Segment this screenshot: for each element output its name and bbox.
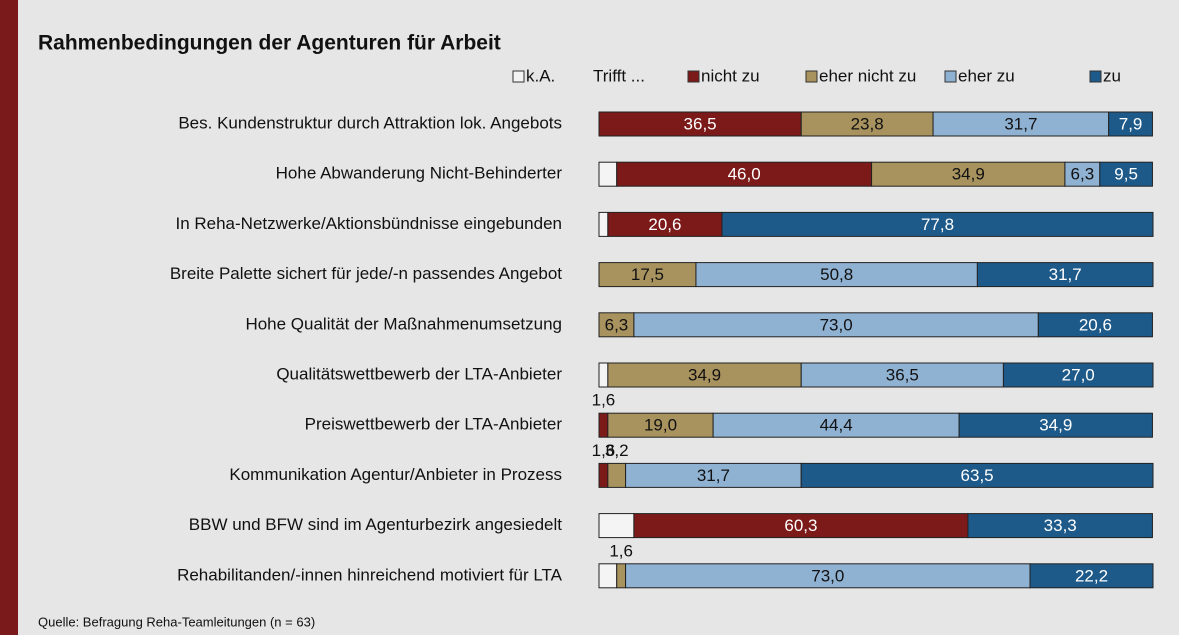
value-label: 34,9 [688, 365, 721, 384]
bar-segment [1099, 161, 1153, 187]
y-tick-label: Preiswettbewerb der LTA-Anbieter [305, 415, 563, 434]
value-label: 50,8 [820, 265, 853, 284]
y-tick-label: Kommunikation Agentur/Anbieter in Prozes… [229, 465, 562, 484]
value-label: 36,5 [684, 114, 717, 133]
bar-segment [712, 412, 960, 438]
bar-segment [625, 462, 802, 488]
bar-segment [598, 312, 635, 338]
bar-segment [598, 412, 609, 438]
y-tick-label: Hohe Qualität der Maßnahmenumsetzung [245, 314, 562, 333]
legend-label: nicht zu [701, 66, 760, 85]
bar-segment [633, 513, 969, 539]
value-label: 34,9 [1039, 416, 1072, 435]
value-label: 9,5 [1114, 165, 1138, 184]
bar-segment [607, 211, 723, 237]
value-label: 36,5 [886, 365, 919, 384]
value-label: 6,3 [605, 315, 629, 334]
value-label: 20,6 [1079, 315, 1112, 334]
value-label: 77,8 [921, 215, 954, 234]
side-stripe [0, 0, 18, 635]
bar-segment [607, 462, 627, 488]
source-note: Quelle: Befragung Reha-Teamleitungen (n … [38, 614, 315, 629]
bar-segment [800, 362, 1004, 388]
legend-swatch [805, 70, 818, 83]
value-label: 33,3 [1044, 516, 1077, 535]
bar-segment [598, 462, 609, 488]
bar-segment [598, 513, 635, 539]
bar-segment [932, 111, 1110, 137]
legend-label: k.A. [526, 66, 555, 85]
value-label: 63,5 [961, 466, 994, 485]
bar-segment [976, 262, 1154, 288]
bar-segment [1037, 312, 1153, 338]
value-label: 1,6 [609, 541, 633, 560]
value-label: 1,6 [592, 441, 616, 460]
chart-title: Rahmenbedingungen der Agenturen für Arbe… [38, 32, 501, 55]
y-tick-label: Rehabilitanden/-innen hinreichend motivi… [177, 565, 563, 584]
bar-segment [958, 412, 1153, 438]
legend-label: eher nicht zu [819, 66, 916, 85]
value-label: 6,3 [1071, 165, 1095, 184]
value-label: 44,4 [820, 416, 853, 435]
value-label: 7,9 [1119, 114, 1143, 133]
legend-swatch [1089, 70, 1102, 83]
bar-segment [598, 211, 609, 237]
value-label: 17,5 [631, 265, 664, 284]
value-label: 46,0 [728, 165, 761, 184]
bar-segment [598, 563, 618, 589]
legend-label: zu [1103, 66, 1121, 85]
bar-segment [598, 161, 618, 187]
y-tick-label: Qualitätswettbewerb der LTA-Anbieter [276, 364, 562, 383]
bar-segment [598, 362, 609, 388]
y-tick-label: BBW und BFW sind im Agenturbezirk angesi… [189, 515, 563, 534]
value-label: 73,0 [811, 566, 844, 585]
value-label: 19,0 [644, 416, 677, 435]
bar-segment [598, 111, 802, 137]
bar-segment [625, 563, 1031, 589]
bar-segment [598, 262, 697, 288]
bar-segment [721, 211, 1154, 237]
bar-segment [967, 513, 1153, 539]
value-label: 60,3 [784, 516, 817, 535]
legend-label: eher zu [958, 66, 1015, 85]
y-tick-label: Breite Palette sichert für jede/-n passe… [170, 264, 562, 283]
bar-segment [800, 111, 934, 137]
y-tick-label: Hohe Abwanderung Nicht-Behinderter [276, 164, 563, 183]
value-label: 27,0 [1062, 365, 1095, 384]
legend-swatch [687, 70, 700, 83]
value-label: 3,2 [605, 441, 629, 460]
value-label: 20,6 [648, 215, 681, 234]
bar-segment [607, 362, 802, 388]
y-tick-label: Bes. Kundenstruktur durch Attraktion lok… [178, 113, 562, 132]
bar-segment [800, 462, 1154, 488]
value-label: 1,6 [592, 391, 616, 410]
bar-segment [871, 161, 1066, 187]
legend-swatch [512, 70, 525, 83]
bar-segment [1108, 111, 1153, 137]
value-label: 31,7 [697, 466, 730, 485]
value-label: 23,8 [851, 114, 884, 133]
bar-segment [616, 161, 873, 187]
value-label: 34,9 [952, 165, 985, 184]
bar-segment [1029, 563, 1154, 589]
legend-prefix: Trifft ... [593, 66, 645, 85]
y-tick-label: In Reha-Netzwerke/Aktionsbündnisse einge… [175, 214, 562, 233]
bar-segment [633, 312, 1039, 338]
bar-segment [616, 563, 627, 589]
value-label: 73,0 [820, 315, 853, 334]
value-label: 31,7 [1004, 114, 1037, 133]
bar-segment [1002, 362, 1154, 388]
legend-swatch [944, 70, 957, 83]
bar-segment [695, 262, 978, 288]
value-label: 22,2 [1075, 566, 1108, 585]
value-label: 31,7 [1049, 265, 1082, 284]
